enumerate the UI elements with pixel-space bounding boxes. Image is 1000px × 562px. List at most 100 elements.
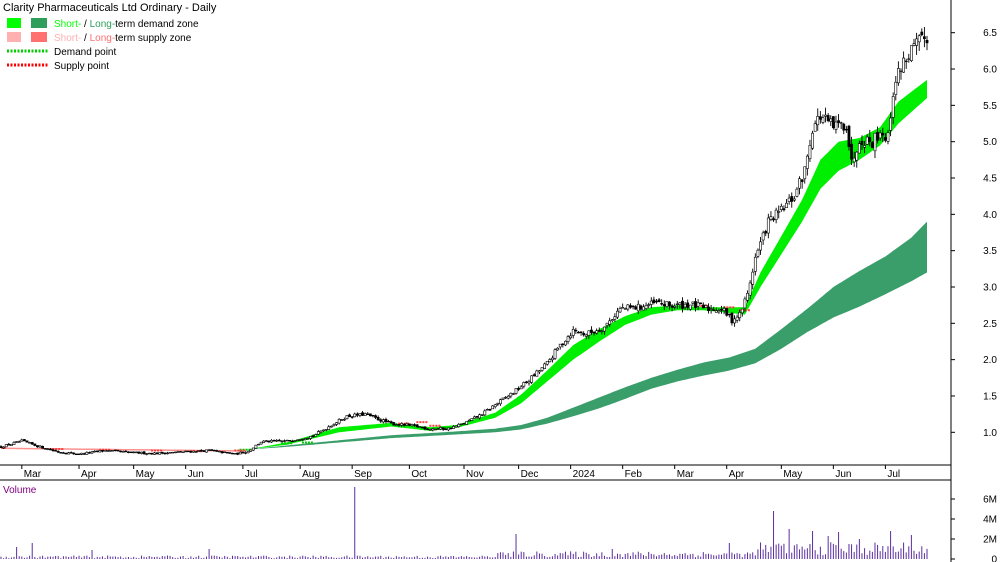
candle-body [678,302,682,305]
candle-body [915,38,918,46]
candle-body [462,423,466,425]
candle-body [727,313,731,316]
candle-body [298,439,302,441]
candle-body [821,117,825,123]
candle-body [116,449,120,452]
candle-body [95,450,99,453]
candle-body [535,370,539,377]
candle-body [119,450,123,453]
candle-body [218,450,221,453]
candle-body [509,392,513,397]
candle-body [904,60,908,63]
x-axis: Mar Apr May Jun Jul Aug Sep Oct Nov Dec 2024 Feb Mar… [0,464,951,481]
candle-body [603,326,606,332]
candle-body [772,218,775,221]
legend-swatch-long [31,18,47,28]
candle-body [132,451,136,454]
legend-label-short: Short- [54,19,81,30]
candle-body [621,307,625,309]
candle-body [553,349,557,359]
candle-body [688,304,692,310]
candle-body [402,423,406,426]
candle-body [277,439,281,442]
candle-body [46,448,50,450]
candle-body [782,208,786,211]
legend-label: Short- / Long-term demand zone [54,19,199,30]
candle-body [207,449,211,452]
candle-body [707,306,710,312]
candle-body [332,424,336,427]
candle-body [246,450,250,454]
candle-body [147,452,151,455]
y-tick-label: 4.0 [983,210,997,221]
candle-body [894,81,898,95]
candle-body [51,449,55,451]
candle-body [644,305,648,309]
candle-body [166,452,169,455]
candle-body [244,452,247,454]
candle-body [275,440,279,442]
candle-body [150,452,154,455]
candle-body [488,409,492,411]
candle-body [88,452,91,454]
candle-body [444,428,448,431]
candle-body [649,300,653,305]
candle-body [473,416,476,419]
candle-body [189,451,193,453]
candle-body [283,440,286,442]
candle-body [329,425,333,428]
candle-body [686,302,690,308]
candle-body [699,302,703,305]
candle-body [205,449,208,453]
candle-body [566,336,570,342]
candle-body [215,450,219,452]
y-tick-label: 6.0 [983,65,997,76]
candle-body [582,333,586,336]
candle-body [618,308,622,313]
candle-body [512,393,515,395]
candle-body [384,419,388,423]
candle-body [517,388,521,390]
candle-body [826,115,830,122]
candle-body [173,451,177,454]
candle-body [335,422,338,425]
candle-body [870,142,874,148]
candle-body [522,382,526,387]
main-plot-area [0,27,929,456]
candle-body [371,414,375,417]
candle-body [631,305,635,308]
candle-body [538,370,541,373]
candle-body [163,452,167,455]
candle-body [316,431,320,435]
candle-body [350,416,354,418]
candle-body [878,132,882,139]
candle-body [501,397,505,400]
candle-body [342,419,346,421]
candle-body [764,230,768,234]
candle-body [785,202,788,208]
candle-body [595,330,599,334]
candle-body [834,121,838,130]
candle-body [210,449,214,451]
candle-body [108,450,112,452]
candle-body [140,451,143,454]
candle-body [311,435,315,437]
candle-body [805,155,809,169]
candle-body [532,374,536,377]
candle-body [77,453,81,455]
x-tick-label: Aug [302,469,320,480]
candle-body [17,441,21,443]
candle-body [381,419,385,423]
x-tick-label: Jul [887,469,900,480]
candle-body [249,449,253,452]
candle-body [64,452,68,455]
candle-body [691,301,695,304]
candle-body [423,426,427,430]
candle-body [813,123,817,132]
candle-body [361,412,364,416]
candle-body [137,451,141,454]
candle-body [67,452,71,455]
candle-body [480,414,484,416]
legend-label-sep: / [81,33,89,44]
